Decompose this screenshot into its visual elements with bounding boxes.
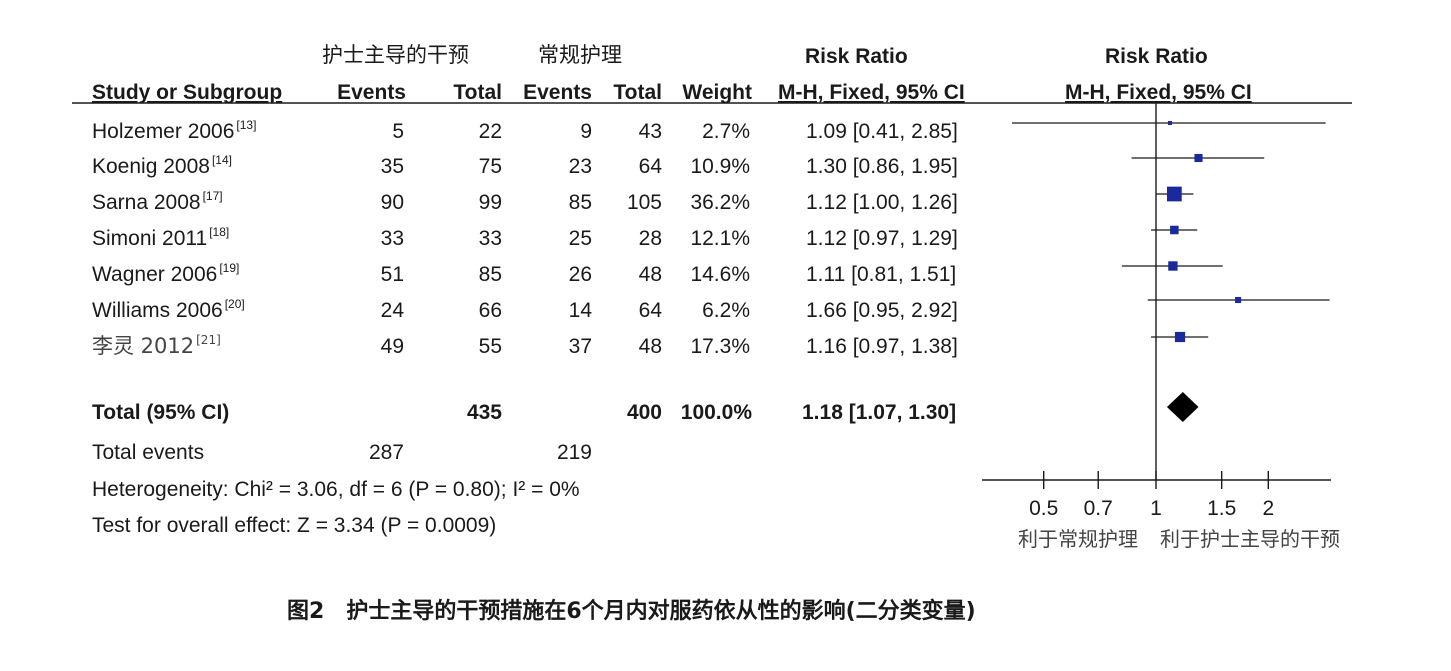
study-column-header: Study or Subgroup <box>92 81 283 104</box>
row-total2: 43 <box>638 120 662 143</box>
heterogeneity-text: Heterogeneity: Chi² = 3.06, df = 6 (P = … <box>92 478 580 501</box>
row-events1: 49 <box>380 335 404 358</box>
total-weight: 100.0% <box>680 401 752 424</box>
group1-header: 护士主导的干预 <box>322 43 469 67</box>
favours-left-label: 利于常规护理 <box>1018 527 1138 551</box>
row-total2: 105 <box>626 191 662 214</box>
point-estimate-square <box>1167 120 1172 126</box>
total-events2: 219 <box>556 441 592 464</box>
row-total2: 48 <box>638 263 662 286</box>
total-events1: 287 <box>368 441 404 464</box>
row-total2: 48 <box>638 335 662 358</box>
figure-caption: 图2 护士主导的干预措施在6个月内对服药依从性的影响(二分类变量) <box>287 601 976 623</box>
row-total1: 33 <box>478 227 502 250</box>
row-ci: 1.09 [0.41, 2.85] <box>806 120 958 143</box>
row-weight: 12.1% <box>690 227 750 250</box>
events1-header: Events <box>337 81 406 104</box>
total-label: Total (95% CI) <box>92 401 230 424</box>
weight-header: Weight <box>682 81 752 104</box>
row-events2: 14 <box>568 299 592 322</box>
figure-title: 护士主导的干预措施在6个月内对服药依从性的影响(二分类变量) <box>346 599 976 624</box>
row-weight: 6.2% <box>702 299 750 322</box>
point-estimate-square <box>1166 186 1182 202</box>
row-study: Simoni 2011 [18] <box>92 225 230 250</box>
total-total1: 435 <box>466 401 502 424</box>
row-weight: 17.3% <box>690 335 750 358</box>
row-events1: 24 <box>380 299 404 322</box>
axis-ticks: 0.5 0.7 1 1.5 2 <box>1029 471 1274 520</box>
row-study: Williams 2006 [20] <box>92 297 245 322</box>
total1-header: Total <box>453 81 502 104</box>
row-ci: 1.66 [0.95, 2.92] <box>806 299 958 322</box>
row-study: Wagner 2006 [19] <box>92 261 240 286</box>
row-total1: 85 <box>478 263 502 286</box>
row-events1: 5 <box>392 120 404 143</box>
favours-right-label: 利于护士主导的干预 <box>1160 527 1340 551</box>
study-markers <box>1012 120 1330 343</box>
group2-header: 常规护理 <box>538 43 622 67</box>
row-events2: 23 <box>568 155 592 178</box>
row-total2: 64 <box>638 299 662 322</box>
row-events1: 90 <box>380 191 404 214</box>
row-total1: 99 <box>478 191 502 214</box>
pooled-diamond <box>1166 392 1199 422</box>
point-estimate-square <box>1168 261 1178 271</box>
row-total2: 28 <box>638 227 662 250</box>
row-weight: 2.7% <box>702 120 750 143</box>
axis-tick-label: 0.5 <box>1029 497 1058 520</box>
method-header-left: M-H, Fixed, 95% CI <box>778 81 965 104</box>
row-weight: 10.9% <box>690 155 750 178</box>
row-ci: 1.12 [0.97, 1.29] <box>806 227 958 250</box>
row-study: Sarna 2008 [17] <box>92 189 223 214</box>
total2-header: Total <box>613 81 662 104</box>
row-weight: 36.2% <box>690 191 750 214</box>
row-total1: 55 <box>478 335 502 358</box>
row-study: 李灵 2012 [21] <box>92 333 221 358</box>
point-estimate-square <box>1170 225 1179 235</box>
row-events1: 33 <box>380 227 404 250</box>
row-study: Holzemer 2006 [13] <box>92 118 257 143</box>
row-events2: 25 <box>568 227 592 250</box>
row-total2: 64 <box>638 155 662 178</box>
row-events1: 35 <box>380 155 404 178</box>
rr-header-right: Risk Ratio <box>1105 45 1208 68</box>
figure-number: 图2 <box>287 599 325 624</box>
method-header-right: M-H, Fixed, 95% CI <box>1065 81 1252 104</box>
total-events-label: Total events <box>92 441 205 464</box>
row-ci: 1.30 [0.86, 1.95] <box>806 155 958 178</box>
overall-effect-text: Test for overall effect: Z = 3.34 (P = 0… <box>92 514 497 537</box>
row-total1: 75 <box>478 155 502 178</box>
row-ci: 1.16 [0.97, 1.38] <box>806 335 958 358</box>
total-ci: 1.18 [1.07, 1.30] <box>802 401 957 424</box>
row-total1: 66 <box>478 299 502 322</box>
row-events2: 9 <box>580 120 592 143</box>
row-total1: 22 <box>478 120 502 143</box>
point-estimate-square <box>1174 331 1186 343</box>
axis-tick-label: 2 <box>1262 497 1274 520</box>
row-events2: 85 <box>568 191 592 214</box>
axis-tick-label: 1 <box>1150 497 1162 520</box>
row-study: Koenig 2008 [14] <box>92 153 232 178</box>
row-ci: 1.12 [1.00, 1.26] <box>806 191 958 214</box>
point-estimate-square <box>1194 153 1203 163</box>
row-events2: 26 <box>568 263 592 286</box>
point-estimate-square <box>1235 296 1242 304</box>
row-weight: 14.6% <box>690 263 750 286</box>
row-events1: 51 <box>380 263 404 286</box>
axis-tick-label: 0.7 <box>1084 497 1113 520</box>
events2-header: Events <box>523 81 592 104</box>
row-events2: 37 <box>568 335 592 358</box>
total-total2: 400 <box>626 401 662 424</box>
rr-header-left: Risk Ratio <box>805 45 908 68</box>
axis-tick-label: 1.5 <box>1207 497 1236 520</box>
row-ci: 1.11 [0.81, 1.51] <box>806 263 957 286</box>
